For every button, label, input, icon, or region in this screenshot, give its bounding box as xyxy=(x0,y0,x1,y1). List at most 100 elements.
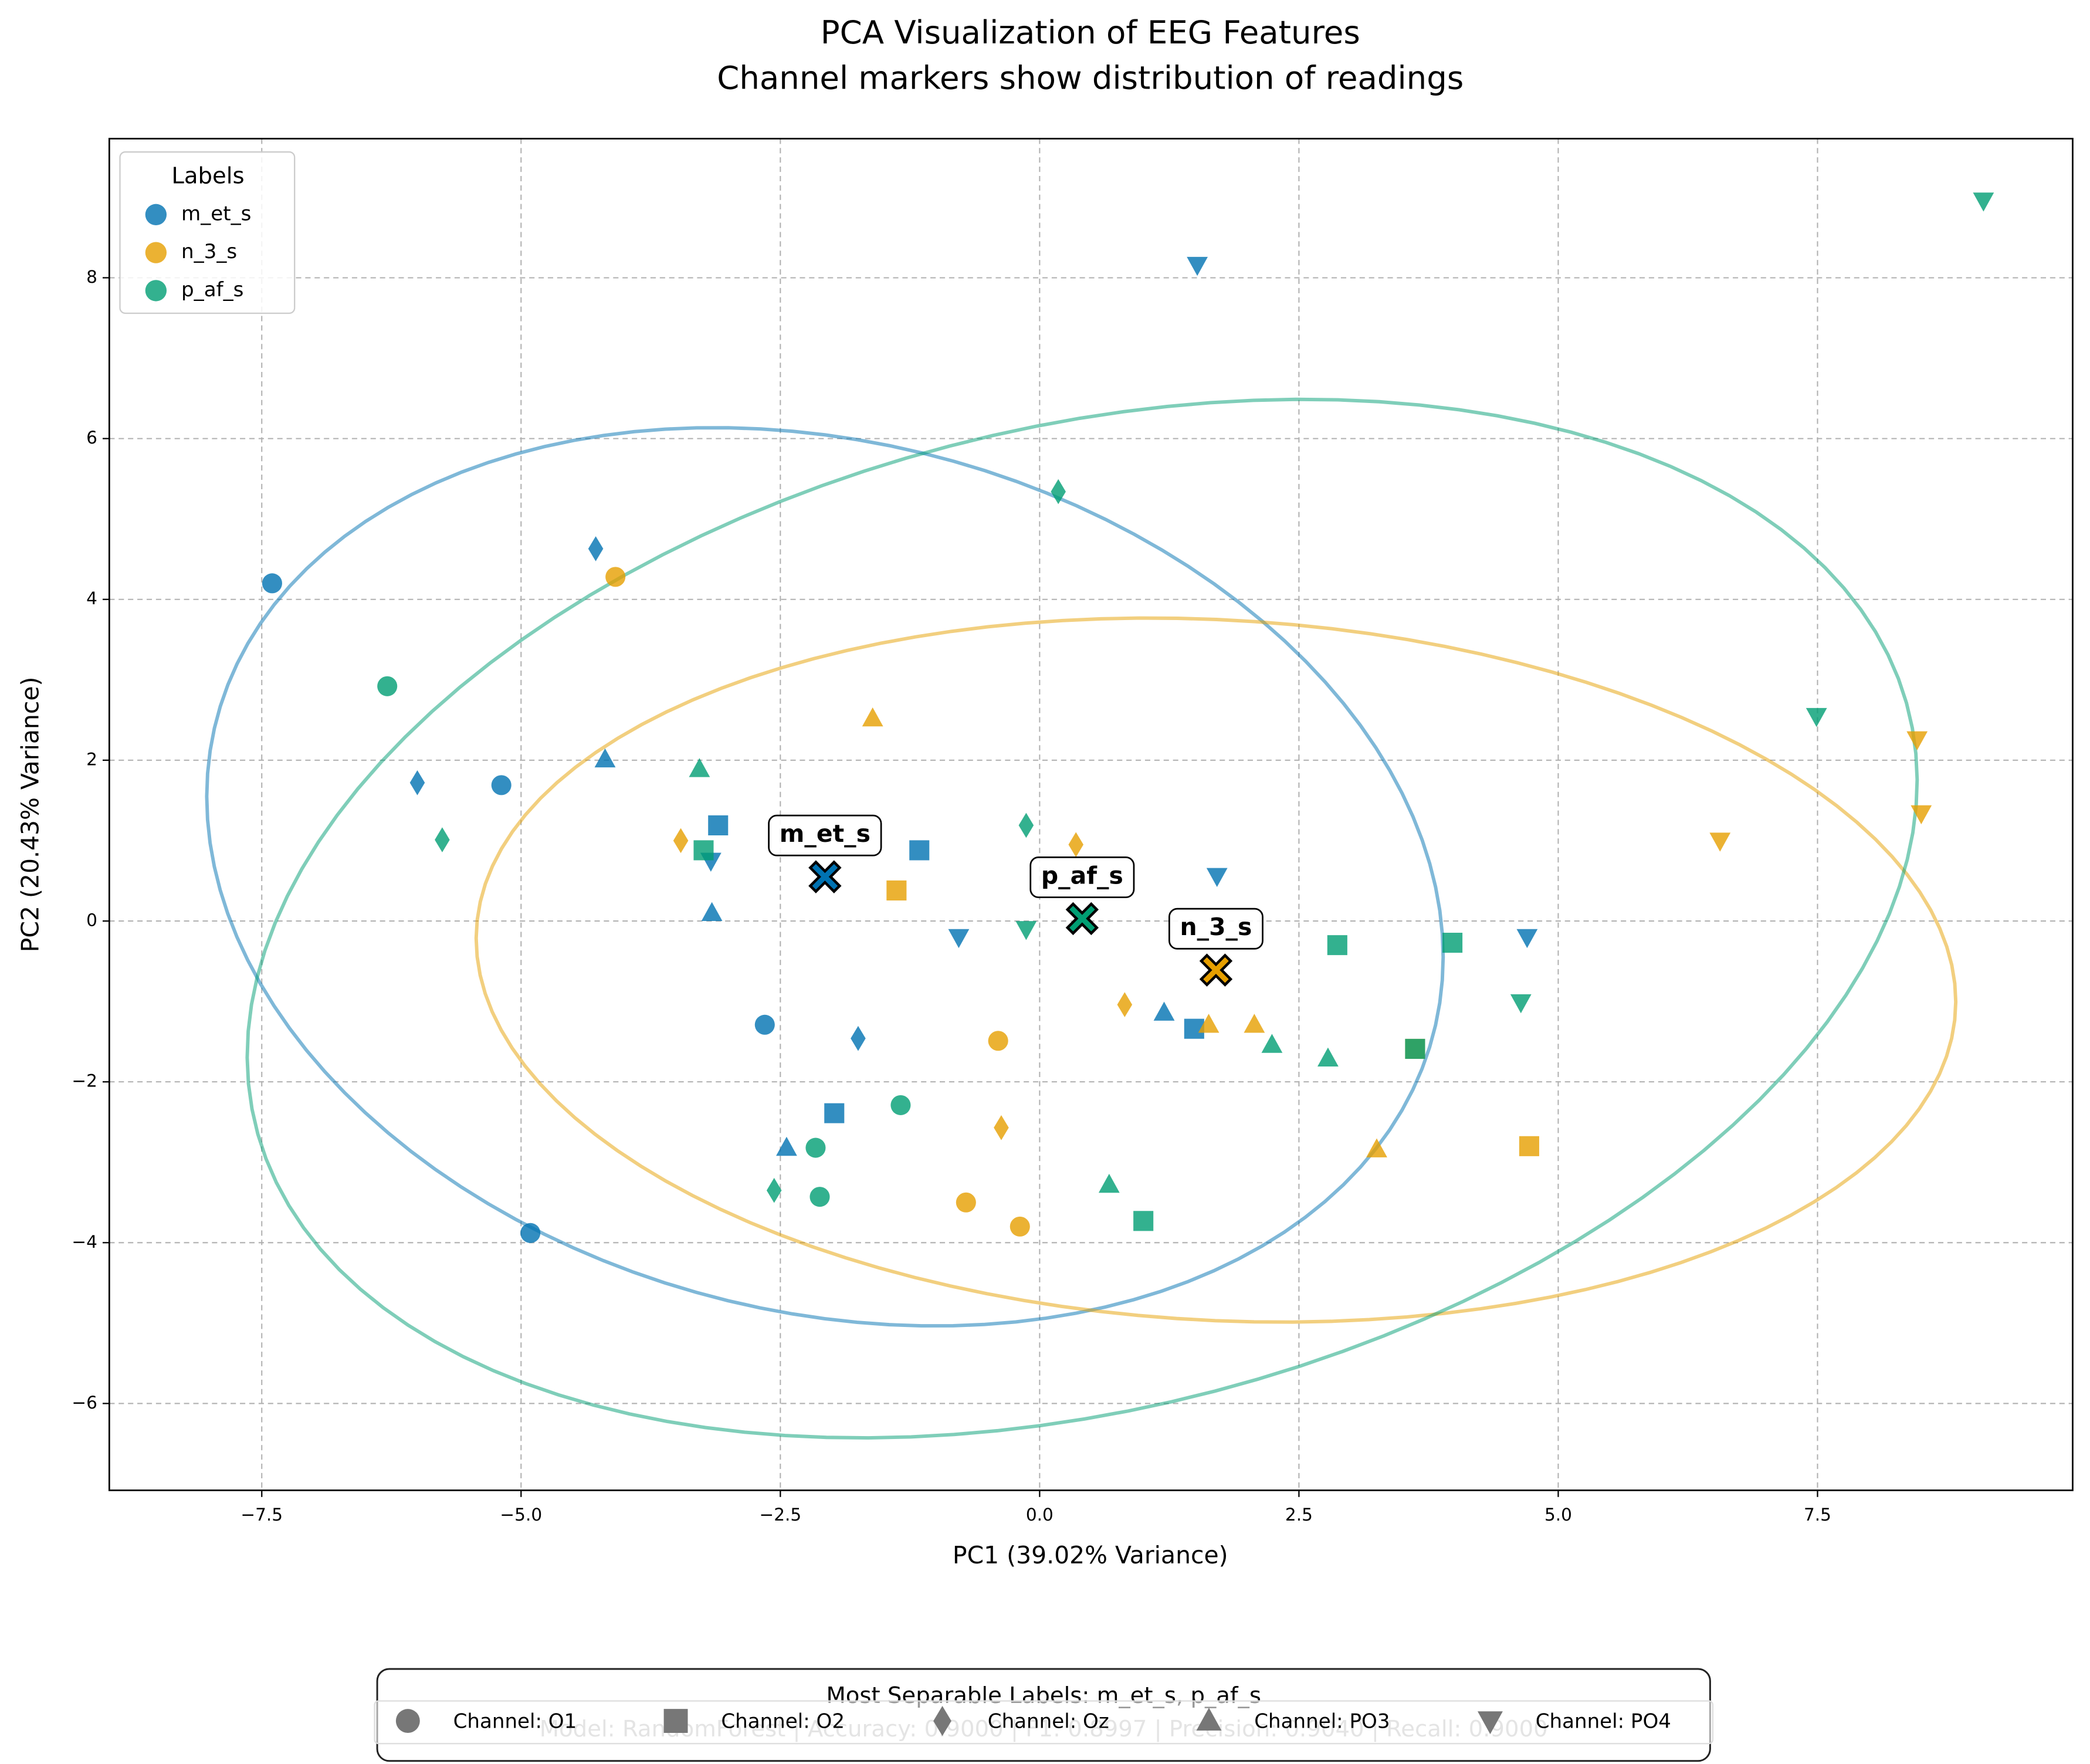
data-point xyxy=(1184,1018,1204,1039)
centroid-label-box xyxy=(1168,908,1264,950)
chart-title: PCA Visualization of EEG Features xyxy=(821,13,1360,51)
x-tick-label: 0.0 xyxy=(1026,1505,1054,1525)
confidence-ellipse xyxy=(245,397,1919,1440)
channel-legend-marker xyxy=(933,1706,951,1736)
channel-legend-marker xyxy=(1477,1711,1503,1735)
x-tick-label: −5.0 xyxy=(500,1505,542,1525)
data-point xyxy=(1806,707,1827,727)
channel-legend-label: Channel: O1 xyxy=(453,1709,577,1733)
channel-legend-marker xyxy=(395,1709,420,1733)
data-point xyxy=(1153,1001,1175,1021)
y-tick-label: 2 xyxy=(86,749,97,769)
data-point xyxy=(1327,935,1347,956)
data-point xyxy=(491,775,512,795)
data-point xyxy=(805,1137,826,1158)
data-point xyxy=(824,1103,845,1123)
data-point xyxy=(377,676,398,696)
data-point xyxy=(693,840,714,861)
plot-frame xyxy=(108,137,2074,1491)
legend: Labels m_et_s n_3_s p_af_s xyxy=(119,151,296,314)
x-tick-label: −2.5 xyxy=(759,1505,801,1525)
data-point xyxy=(886,880,907,900)
data-point xyxy=(1261,1034,1283,1053)
data-point xyxy=(1405,1038,1425,1059)
data-point xyxy=(1510,994,1532,1014)
x-tick-label: 7.5 xyxy=(1804,1505,1831,1525)
y-axis-label: PC2 (20.43% Variance) xyxy=(16,677,45,953)
legend-marker xyxy=(145,204,167,226)
channel-legend-marker xyxy=(1196,1708,1222,1731)
centroid: n_3_s xyxy=(1168,908,1264,987)
data-point xyxy=(988,1031,1008,1051)
data-point xyxy=(1187,256,1208,276)
data-point xyxy=(909,840,930,861)
data-point xyxy=(708,815,729,835)
channel-legend-label: Channel: PO4 xyxy=(1536,1709,1671,1733)
data-point xyxy=(689,758,710,777)
y-tick-label: 0 xyxy=(86,910,97,930)
legend-label: p_af_s xyxy=(181,278,243,302)
data-point xyxy=(809,1187,830,1207)
x-tick-label: 5.0 xyxy=(1544,1505,1572,1525)
data-point xyxy=(605,567,626,587)
data-point xyxy=(1098,1173,1120,1193)
data-point xyxy=(890,1095,911,1115)
data-point xyxy=(948,929,970,949)
centroid-marker xyxy=(1065,902,1099,936)
data-point xyxy=(1709,832,1731,852)
info: Most Separable Labels: m_et_s, p_af_s Mo… xyxy=(374,1668,1714,1762)
centroid-marker xyxy=(808,860,842,893)
data-point xyxy=(862,707,883,727)
ellipses xyxy=(205,397,1958,1440)
centroid-marker xyxy=(1199,953,1233,987)
data-point xyxy=(262,573,282,594)
confidence-ellipse xyxy=(205,426,1445,1328)
data-point xyxy=(1973,192,1994,212)
legend-label: n_3_s xyxy=(181,240,237,263)
channel-legend-marker xyxy=(663,1709,688,1733)
data-point xyxy=(1010,1216,1030,1237)
data-point xyxy=(851,1025,866,1051)
data-point xyxy=(1133,1211,1154,1231)
x-axis-label: PC1 (39.02% Variance) xyxy=(953,1541,1228,1569)
x-tick-label: 2.5 xyxy=(1285,1505,1313,1525)
data-point xyxy=(1366,1138,1387,1157)
data-point xyxy=(594,748,616,768)
data-point xyxy=(1051,479,1066,505)
centroid-label: m_et_s xyxy=(780,820,870,848)
y-tick-label: 6 xyxy=(86,428,97,448)
data-point xyxy=(956,1192,976,1213)
chart-subtitle: Channel markers show distribution of rea… xyxy=(717,59,1464,96)
y-tick-label: −2 xyxy=(72,1071,97,1091)
data-point xyxy=(1244,1014,1265,1033)
data-point xyxy=(520,1223,541,1243)
data-point xyxy=(1906,731,1928,750)
data-point xyxy=(1206,868,1228,888)
x-tick-label: −7.5 xyxy=(240,1505,283,1525)
data-point xyxy=(1198,1014,1220,1033)
legend-marker xyxy=(145,242,167,263)
y-tick-label: 8 xyxy=(86,267,97,287)
centroid-label: p_af_s xyxy=(1041,861,1123,889)
data-point xyxy=(1117,992,1133,1017)
data-point xyxy=(1442,932,1463,953)
channel-legend-box xyxy=(374,1700,1714,1745)
centroid-label-box xyxy=(1029,856,1135,898)
data-point xyxy=(1317,1047,1339,1067)
y-tick-label: −4 xyxy=(72,1232,97,1252)
legend-box xyxy=(119,151,296,314)
data-point xyxy=(754,1014,775,1035)
data-point xyxy=(1015,921,1037,940)
centroids: m_et_s n_3_s p_af_s xyxy=(768,814,1264,987)
channel-legend-label: Channel: PO3 xyxy=(1254,1709,1390,1733)
centroid-label-box xyxy=(768,814,882,856)
legend-label: m_et_s xyxy=(181,202,251,225)
data-point xyxy=(701,902,723,921)
data-point xyxy=(435,827,450,852)
data-point xyxy=(776,1136,797,1156)
channel-legend-label: Channel: O2 xyxy=(721,1709,845,1733)
y-tick-label: −6 xyxy=(72,1393,97,1413)
data-point xyxy=(1519,1136,1539,1156)
ticks: −7.5 −5.0 −2.5 0.0 2.5 5.0 7.5 −6 −4 −2 0 2 4 6 8 xyxy=(72,267,1831,1525)
